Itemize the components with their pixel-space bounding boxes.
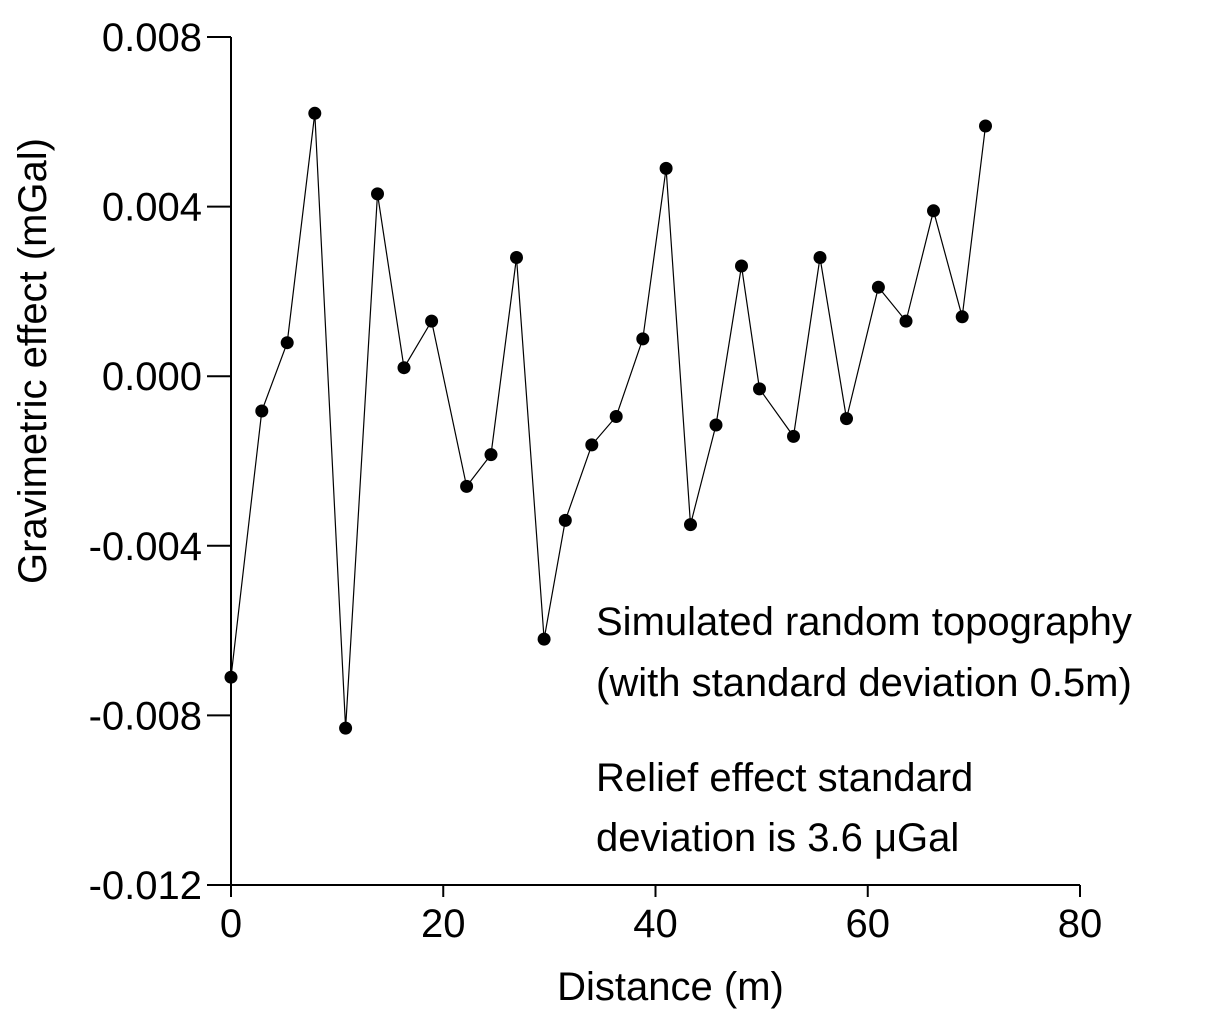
data-point [609, 410, 623, 423]
data-point [927, 204, 940, 218]
annotation-simulation-line-2: (with standard deviation 0.5m) [596, 661, 1132, 705]
data-point [339, 721, 353, 735]
y-tick-label: -0.004 [89, 525, 202, 569]
annotation-relief-line-1: Relief effect standard [596, 756, 973, 800]
data-point [899, 314, 913, 328]
x-tick-label: 80 [1058, 902, 1103, 946]
data-point [871, 280, 885, 294]
data-point [558, 513, 572, 527]
data-point [308, 106, 322, 120]
data-point [636, 332, 650, 346]
data-point [709, 418, 723, 432]
data-point [813, 251, 827, 264]
y-tick-label: 0.008 [102, 16, 202, 60]
data-point [787, 429, 800, 443]
series-layer [224, 106, 992, 735]
data-point [979, 119, 992, 133]
x-tick-label: 0 [220, 902, 242, 946]
data-point [280, 336, 294, 350]
data-point [255, 404, 269, 418]
data-point [537, 632, 551, 646]
data-point [659, 161, 673, 175]
annotation-relief-line-2: deviation is 3.6 μGal [596, 816, 959, 860]
x-ticks: 0 20 40 60 80 [220, 885, 1102, 946]
data-point [484, 448, 498, 462]
data-point [371, 187, 384, 201]
annotation-simulation-line-1: Simulated random topography [596, 600, 1132, 644]
data-point [753, 382, 766, 396]
y-tick-label: -0.008 [89, 694, 202, 738]
data-point [460, 479, 474, 493]
y-tick-label: -0.012 [89, 864, 202, 908]
data-point [510, 251, 523, 264]
x-tick-label: 60 [846, 902, 891, 946]
data-point [735, 259, 748, 273]
data-point [397, 361, 411, 375]
x-tick-label: 20 [421, 902, 466, 946]
data-point [684, 518, 697, 532]
y-tick-label: 0.004 [102, 186, 202, 230]
data-point [425, 314, 439, 328]
y-axis-title: Gravimetric effect (mGal) [11, 138, 55, 584]
data-point [955, 310, 969, 324]
y-tick-label: 0.000 [102, 355, 202, 399]
x-tick-label: 40 [633, 902, 678, 946]
y-ticks: 0.008 0.004 0.000 -0.004 -0.008 -0.012 [89, 16, 231, 908]
x-axis-title: Distance (m) [557, 965, 784, 1009]
data-point [224, 670, 238, 684]
data-point [585, 438, 599, 452]
data-point [840, 412, 853, 426]
